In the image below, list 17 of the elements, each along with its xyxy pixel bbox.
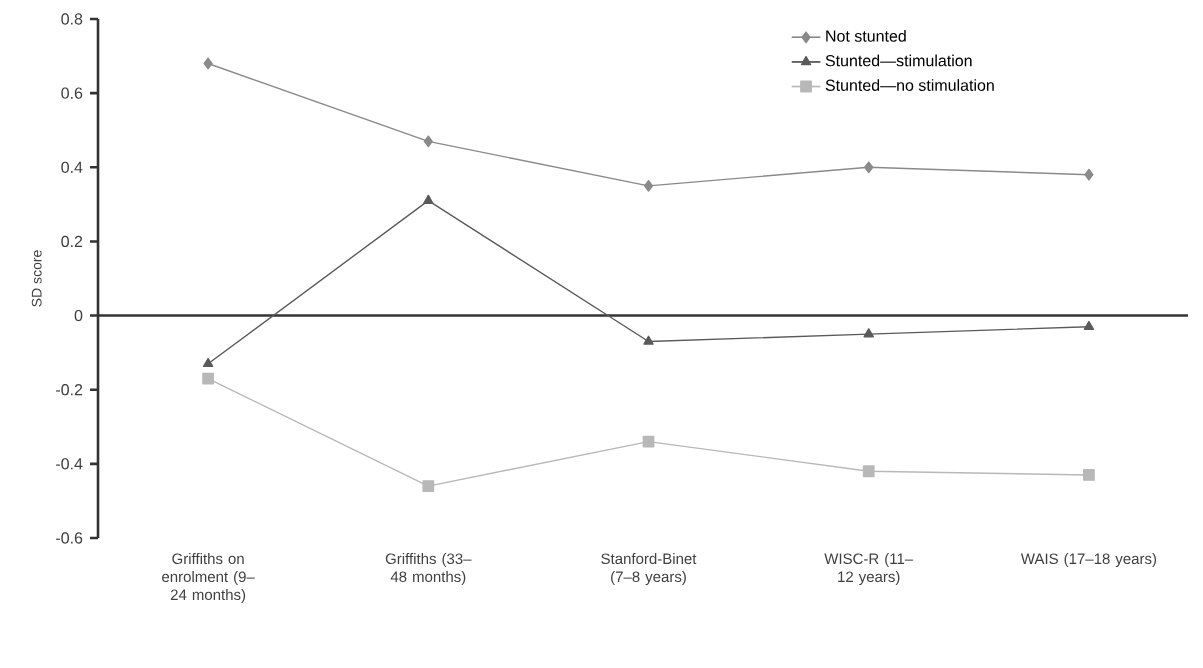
y-axis-title: SD score xyxy=(31,250,42,307)
y-tick-label: 0.2 xyxy=(61,235,83,248)
x-tick-label: Stanford-Binet (7–8 years) xyxy=(601,553,697,586)
x-tick-label: Griffiths on enrolment (9–24 months) xyxy=(162,553,255,604)
legend-label: Stunted—no stimulation xyxy=(825,79,994,91)
y-tick-label: 0 xyxy=(74,309,83,322)
y-tick-label: -0.4 xyxy=(56,458,83,470)
x-tick-label: Griffiths (33–48 months) xyxy=(385,553,472,586)
x-tick-label: WAIS (17–18 years) xyxy=(1020,553,1157,568)
legend-label: Not stunted xyxy=(826,30,906,42)
x-tick-label: WISC-R (11–12 years) xyxy=(824,553,914,586)
legend-label: Stunted—stimulation xyxy=(825,54,972,67)
y-tick-label: -0.2 xyxy=(56,384,83,396)
y-tick-label: 0.6 xyxy=(61,87,83,99)
y-tick-label: 0.8 xyxy=(61,13,83,25)
y-tick-label: -0.6 xyxy=(56,532,83,544)
y-tick-label: 0.4 xyxy=(61,161,83,173)
